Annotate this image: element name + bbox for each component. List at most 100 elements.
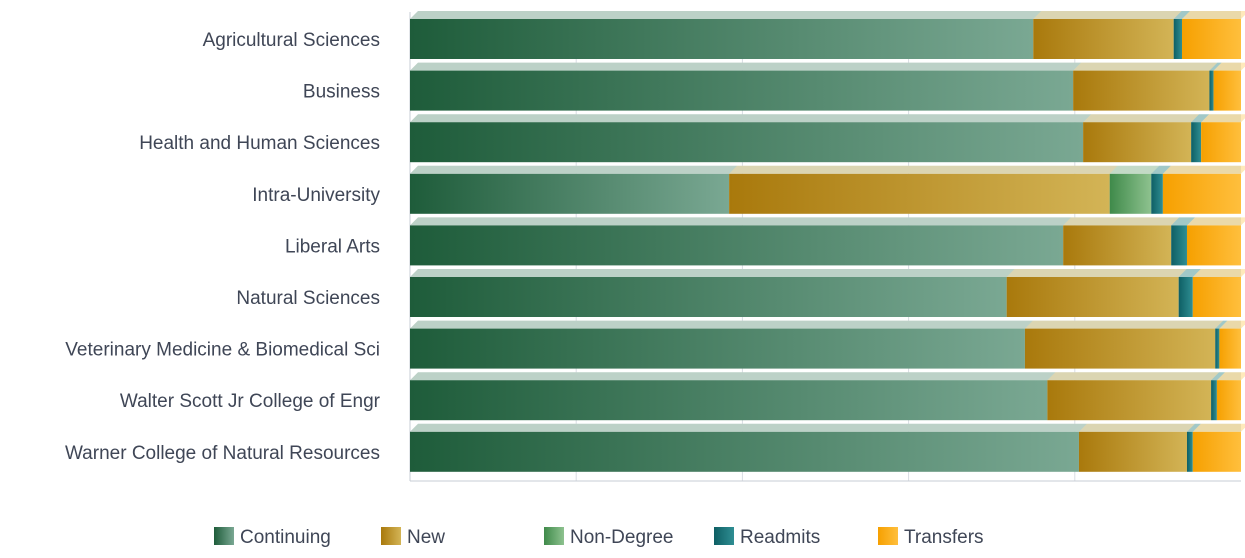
category-label: Agricultural Sciences: [203, 30, 380, 51]
bar-segment-top: [1201, 114, 1245, 123]
bar-segment-top: [410, 269, 1015, 277]
legend-swatch: [544, 527, 564, 545]
bar-segment-new[interactable]: [729, 173, 1110, 214]
bar-top-face: [410, 372, 1241, 381]
bar-segment-top: [410, 372, 1056, 381]
bar-segment-top: [1033, 11, 1182, 19]
bar-row-liberal-arts: [410, 217, 1245, 266]
legend-swatch: [381, 527, 401, 545]
category-label: Warner College of Natural Resources: [65, 443, 380, 464]
bar-segment-top: [1192, 269, 1245, 277]
legend-label: Non-Degree: [570, 527, 674, 548]
bar-segment-new[interactable]: [1024, 328, 1216, 369]
bar-segment-new[interactable]: [1033, 19, 1174, 59]
bar-segment-top: [1211, 372, 1225, 381]
bar-segment-continuing[interactable]: [410, 380, 1048, 421]
bar-segment-new[interactable]: [1063, 225, 1172, 266]
bar-segment-transfers[interactable]: [1216, 380, 1241, 421]
bar-segment-readmits[interactable]: [1178, 277, 1193, 317]
bar-segment-transfers[interactable]: [1186, 225, 1241, 266]
legend-label: Continuing: [240, 527, 331, 548]
legend-label: Transfers: [904, 527, 984, 548]
bar-segment-new[interactable]: [1078, 431, 1187, 472]
bar-row-intra-university: [410, 165, 1245, 214]
bar-segment-top: [1186, 217, 1245, 226]
bar-top-face: [410, 62, 1241, 71]
bar-segment-top: [410, 320, 1033, 329]
bar-segment-top: [1213, 62, 1245, 71]
bar-row-veterinary-medicine-biomedical-sci: [410, 320, 1245, 369]
bar-segment-readmits[interactable]: [1215, 328, 1220, 369]
legend-item-non-degree[interactable]: Non-Degree: [544, 527, 674, 548]
legend-item-readmits[interactable]: Readmits: [714, 527, 820, 548]
legend-label: New: [407, 527, 445, 548]
bar-segment-top: [1191, 114, 1210, 123]
bar-segment-new[interactable]: [1083, 122, 1192, 163]
bar-segment-non-degree[interactable]: [1109, 173, 1152, 214]
category-labels: Agricultural Sciences Business Health and …: [65, 30, 381, 464]
bar-segment-top: [1047, 372, 1220, 381]
bar-row-walter-scott-jr-college-of-engr: [410, 372, 1245, 421]
bar-segment-top: [1151, 165, 1171, 174]
bar-segment-transfers[interactable]: [1219, 328, 1241, 369]
bar-segment-top: [1186, 423, 1201, 432]
bar-segment-continuing[interactable]: [410, 225, 1064, 266]
bar-top-face: [410, 165, 1241, 174]
bar-segment-readmits[interactable]: [1173, 19, 1182, 59]
bar-segment-readmits[interactable]: [1209, 70, 1214, 111]
category-label: Health and Human Sciences: [139, 133, 380, 154]
legend-swatch: [714, 527, 734, 545]
category-label: Intra-University: [252, 185, 380, 206]
bar-segment-continuing[interactable]: [410, 328, 1025, 369]
legend-item-transfers[interactable]: Transfers: [878, 527, 984, 548]
bar-segment-transfers[interactable]: [1181, 19, 1241, 59]
bar-segment-continuing[interactable]: [410, 173, 730, 214]
bar-segment-transfers[interactable]: [1192, 277, 1241, 317]
bar-segment-continuing[interactable]: [410, 277, 1007, 317]
bar-segment-top: [410, 11, 1042, 19]
bar-segment-top: [1162, 165, 1245, 174]
legend-swatch: [214, 527, 234, 545]
bar-top-face: [410, 320, 1241, 329]
bar-segment-continuing[interactable]: [410, 431, 1079, 472]
category-label: Business: [303, 82, 380, 103]
legend-item-new[interactable]: New: [381, 527, 445, 548]
bar-segment-readmits[interactable]: [1171, 225, 1187, 266]
bar-segment-top: [1109, 165, 1160, 174]
bar-segment-top: [410, 423, 1087, 432]
legend: Continuing New Non-Degree Readmits Transfers: [214, 527, 984, 548]
bar-segment-top: [729, 165, 1118, 174]
category-label: Veterinary Medicine & Biomedical Sci: [65, 340, 380, 361]
bar-segment-new[interactable]: [1073, 70, 1210, 111]
bar-row-business: [410, 62, 1245, 111]
bar-top-face: [410, 217, 1241, 226]
bar-segment-transfers[interactable]: [1201, 122, 1241, 163]
bar-segment-transfers[interactable]: [1162, 173, 1241, 214]
bar-segment-top: [1216, 372, 1245, 381]
legend-label: Readmits: [740, 527, 820, 548]
legend-item-continuing[interactable]: Continuing: [214, 527, 331, 548]
bar-segment-top: [410, 62, 1082, 71]
bar-segment-top: [1219, 320, 1245, 329]
bar-segment-continuing[interactable]: [410, 70, 1074, 111]
bar-segment-top: [1181, 11, 1245, 19]
bar-segment-continuing[interactable]: [410, 122, 1084, 163]
bar-segment-top: [1078, 423, 1195, 432]
bar-segment-readmits[interactable]: [1151, 173, 1163, 214]
bars: [410, 11, 1245, 472]
bar-segment-transfers[interactable]: [1213, 70, 1241, 111]
bar-segment-continuing[interactable]: [410, 19, 1034, 59]
bar-segment-new[interactable]: [1006, 277, 1179, 317]
bar-row-agricultural-sciences: [410, 11, 1245, 59]
bar-segment-transfers[interactable]: [1192, 431, 1241, 472]
bar-segment-readmits[interactable]: [1211, 380, 1217, 421]
bar-segment-top: [1083, 114, 1200, 123]
bar-segment-top: [1171, 217, 1195, 226]
bar-segment-readmits[interactable]: [1191, 122, 1202, 163]
bar-segment-new[interactable]: [1047, 380, 1212, 421]
bar-segment-top: [1063, 217, 1180, 226]
bar-row-health-and-human-sciences: [410, 114, 1245, 163]
bar-segment-readmits[interactable]: [1186, 431, 1193, 472]
bar-segment-top: [410, 165, 738, 174]
